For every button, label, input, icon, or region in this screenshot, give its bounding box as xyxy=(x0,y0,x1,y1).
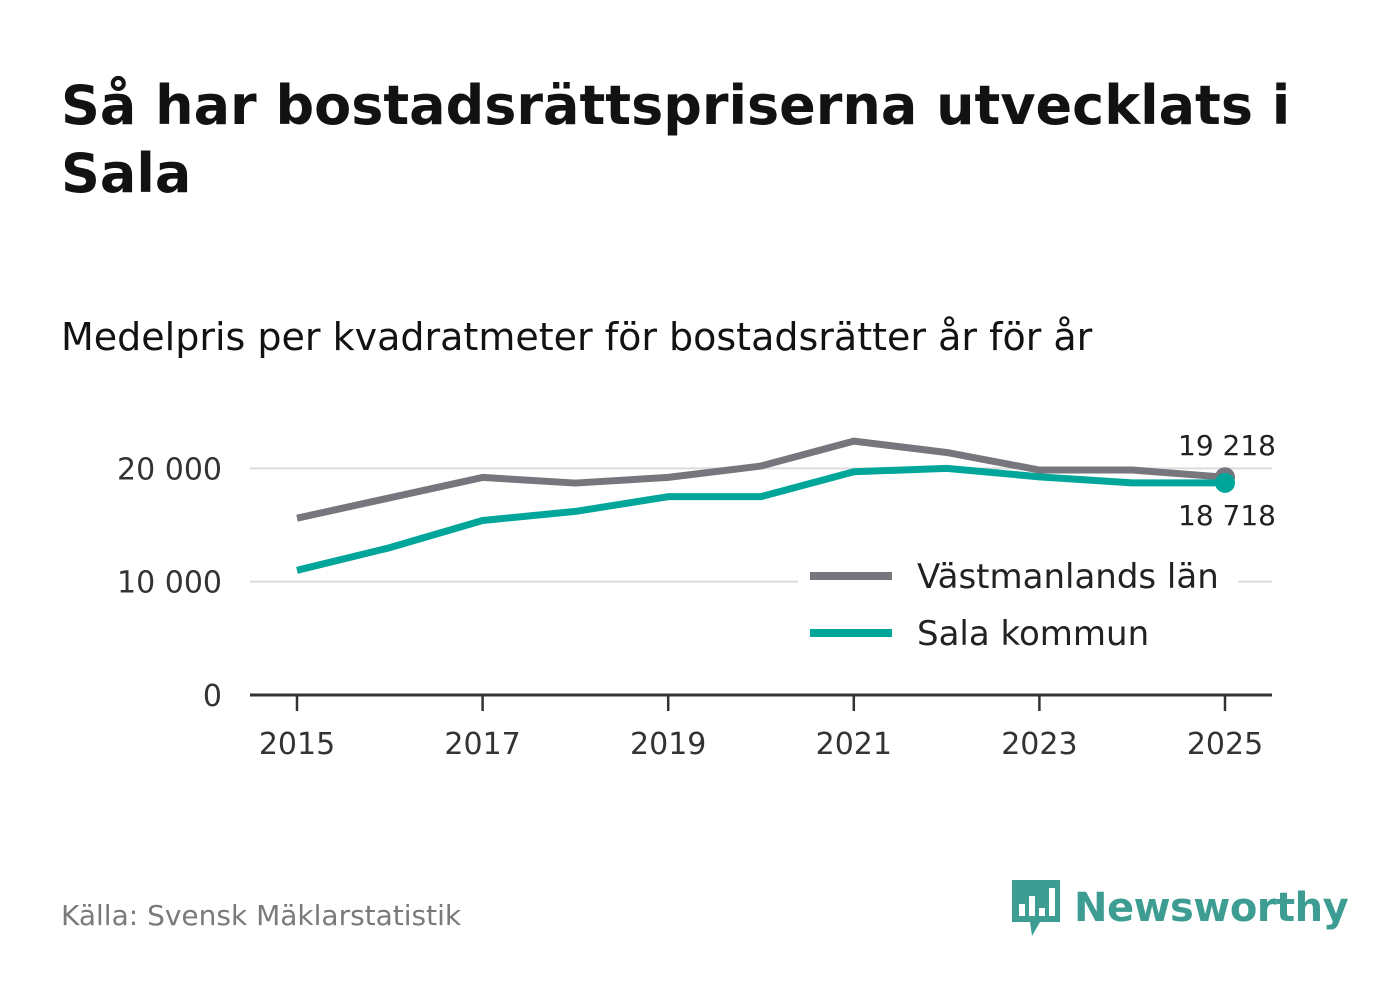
x-tick-label: 2019 xyxy=(630,727,706,762)
y-tick-label: 20 000 xyxy=(117,452,222,487)
y-tick-label: 0 xyxy=(203,679,222,714)
x-tick-label: 2025 xyxy=(1187,727,1263,762)
end-value-label: 19 218 xyxy=(1178,429,1276,462)
legend: Västmanlands län Sala kommun xyxy=(798,548,1238,666)
legend-background xyxy=(798,548,1238,666)
series-line-sala-kommun xyxy=(296,464,1225,574)
end-labels: 19 218 18 718 xyxy=(1178,429,1276,532)
legend-label: Västmanlands län xyxy=(917,557,1219,597)
newsworthy-chart-bubble-icon xyxy=(1012,880,1060,936)
chart-subtitle: Medelpris per kvadratmeter för bostadsrä… xyxy=(61,315,1093,359)
source-note: Källa: Svensk Mäklarstatistik xyxy=(61,899,462,932)
x-tick-label: 2017 xyxy=(444,727,520,762)
y-axis-ticks: 0 10 000 20 000 xyxy=(117,452,222,714)
end-value-label: 18 718 xyxy=(1178,499,1276,532)
series-line-vastmanlands-lan xyxy=(296,437,1226,522)
x-axis: 2015 2017 2019 2021 2023 2025 xyxy=(250,693,1272,762)
brand-name: Newsworthy xyxy=(1074,885,1349,931)
x-tick-label: 2023 xyxy=(1001,727,1077,762)
legend-label: Sala kommun xyxy=(917,614,1149,654)
y-tick-label: 10 000 xyxy=(117,566,222,601)
series-lines xyxy=(296,437,1235,574)
end-marker-sala-kommun xyxy=(1215,472,1235,493)
x-tick-label: 2021 xyxy=(816,727,892,762)
x-tick-label: 2015 xyxy=(259,727,335,762)
chart-title: Så har bostadsrättspriserna utvecklats i… xyxy=(61,74,1291,205)
newsworthy-logo: Newsworthy xyxy=(1010,878,1349,938)
